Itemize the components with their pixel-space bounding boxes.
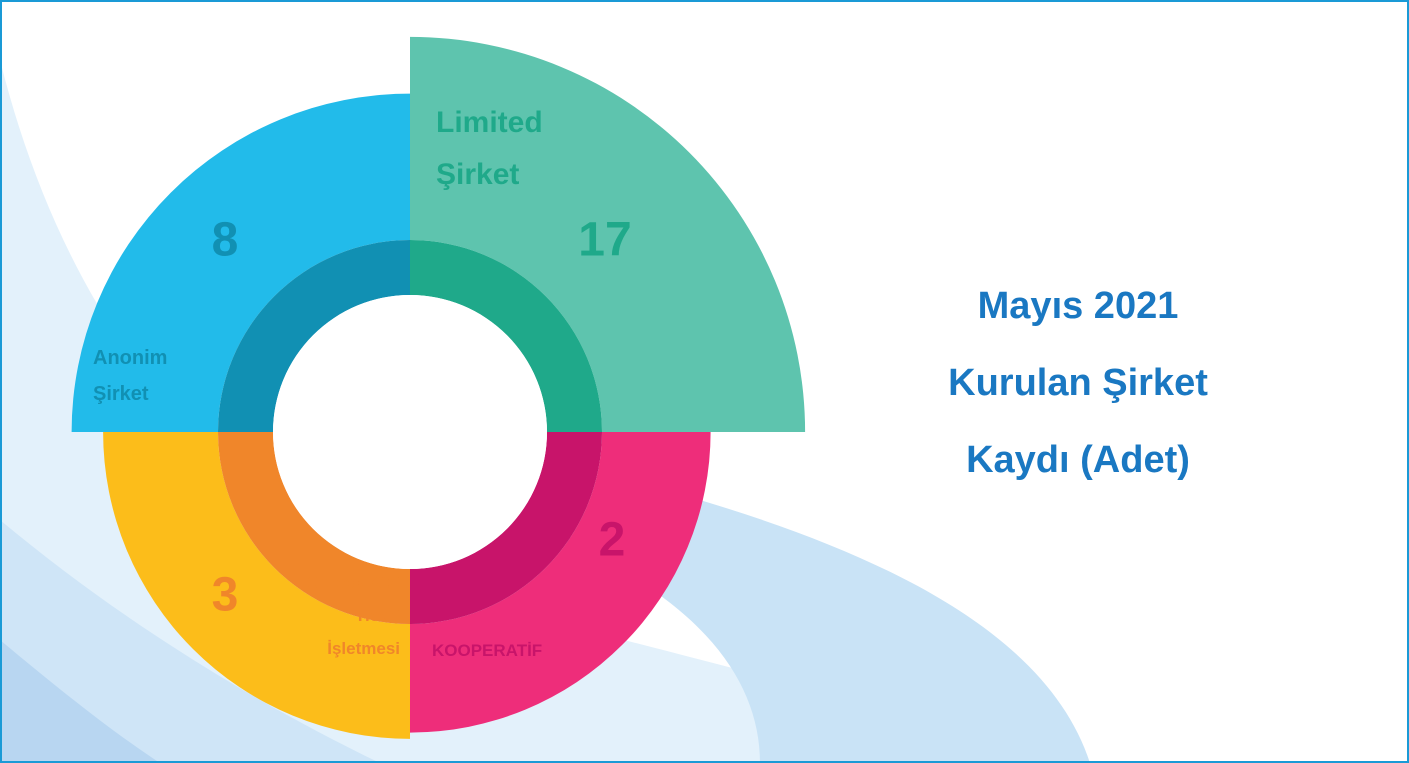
sector: [103, 432, 411, 739]
sector: [71, 93, 410, 432]
chart-title: Mayıs 2021 Kurulan Şirket Kaydı (Adet): [948, 285, 1208, 481]
inner-ring: [218, 240, 410, 432]
value-label: 17: [578, 213, 632, 267]
inner-ring: [410, 240, 602, 432]
center-hole: [273, 295, 547, 569]
category-label: KOOPERATİF: [432, 641, 543, 660]
inner-ring: [410, 432, 602, 624]
category-label: Gerçek Kisi Ticari İşletmesi: [306, 573, 400, 658]
category-label: Anonim Şirket: [93, 347, 168, 405]
sector: [410, 432, 711, 733]
value-label: 2: [598, 513, 626, 567]
swoosh: [0, 640, 160, 763]
swoosh: [560, 500, 1090, 763]
sector: [410, 36, 806, 433]
category-label: Limited Şirket: [436, 106, 543, 191]
inner-ring: [218, 432, 410, 624]
value-label: 3: [211, 568, 239, 622]
value-label: 8: [211, 213, 239, 267]
swoosh: [0, 520, 380, 763]
